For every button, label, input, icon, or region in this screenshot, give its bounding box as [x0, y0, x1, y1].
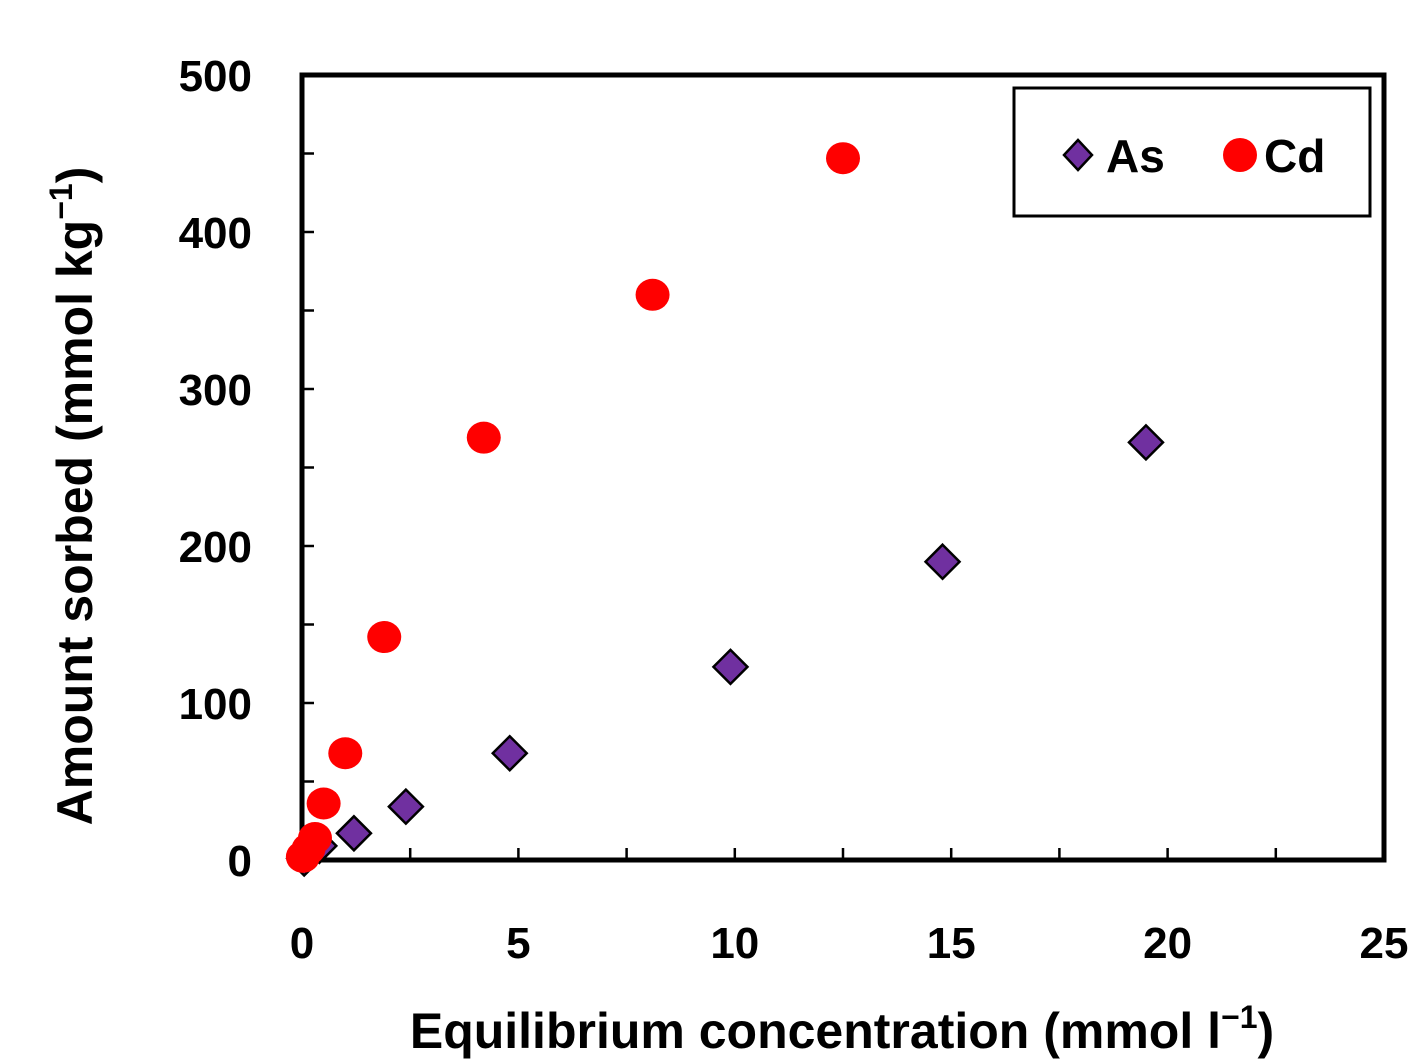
x-tick-label: 20	[1143, 919, 1192, 968]
as-point	[711, 648, 750, 686]
cd-point	[635, 278, 670, 311]
as-point	[1127, 423, 1165, 462]
legend-cd-marker	[1223, 138, 1257, 172]
legend: As Cd	[1012, 86, 1372, 218]
y-axis-title: Amount sorbed (mmol kg−1)	[43, 167, 103, 826]
as-point	[387, 787, 425, 826]
y-tick-label: 500	[179, 52, 252, 101]
y-tick-label: 0	[228, 837, 252, 886]
x-tick-label: 25	[1360, 919, 1409, 968]
cd-point	[297, 822, 332, 855]
y-tick-label: 200	[179, 523, 252, 572]
x-tick-label: 0	[290, 919, 314, 968]
x-tick-label: 10	[710, 919, 759, 968]
x-axis-title: Equilibrium concentration (mmol l−1)	[410, 999, 1274, 1059]
as-point	[923, 542, 962, 581]
y-tick-label: 300	[179, 366, 252, 415]
as-point	[490, 734, 529, 773]
cd-point	[826, 142, 860, 175]
cd-point	[328, 737, 363, 770]
y-tick-label: 400	[179, 209, 252, 258]
legend-as-label: As	[1106, 130, 1165, 182]
cd-point	[367, 621, 402, 654]
legend-cd-label: Cd	[1264, 130, 1325, 182]
x-tick-label: 15	[927, 919, 976, 968]
cd-point	[306, 787, 341, 820]
as-point	[335, 814, 373, 853]
x-tick-label: 5	[506, 919, 530, 968]
legend-as-marker	[1062, 138, 1094, 172]
tick-labels: 0 5 10 15 20 25 0 100 200 300 400 500	[179, 52, 1409, 968]
y-tick-label: 100	[179, 680, 252, 729]
data-points	[285, 142, 1165, 878]
cd-point	[466, 421, 501, 454]
